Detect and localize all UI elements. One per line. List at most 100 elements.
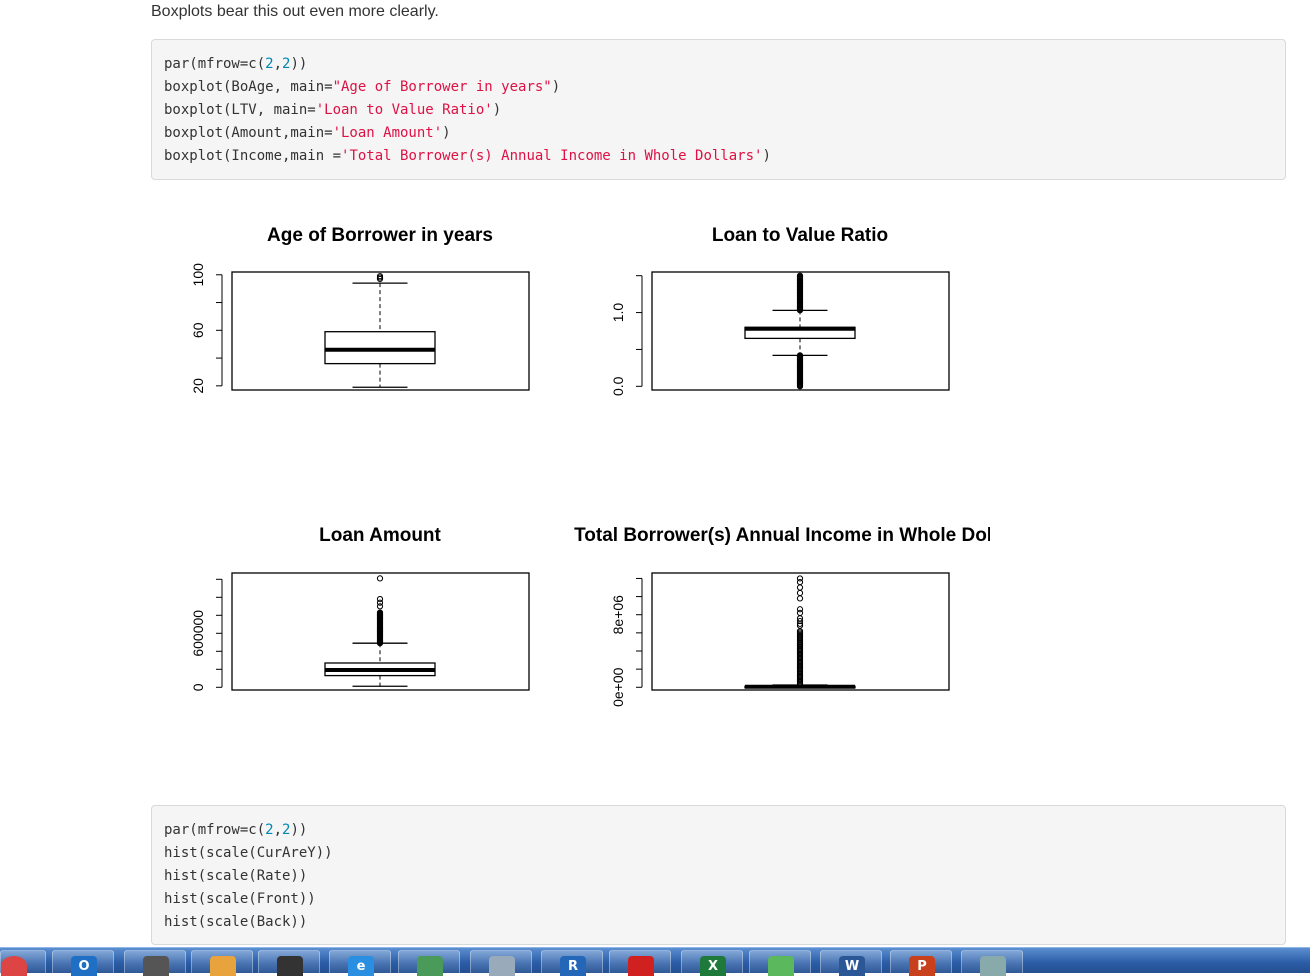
- outlier-point: [796, 589, 804, 597]
- microphone-taskbar-icon: [143, 956, 169, 976]
- plot-frame: [231, 572, 530, 691]
- code-token: ,: [273, 56, 283, 72]
- outlier-point: [796, 575, 804, 582]
- taskbar-button[interactable]: [749, 950, 811, 976]
- outlier-point: [376, 273, 384, 280]
- code-block-boxplots[interactable]: par(mfrow=c(2,2)) boxplot(BoAge, main="Ag…: [151, 39, 1286, 180]
- code2-line: hist(scale(Rate)): [164, 865, 1273, 888]
- r-taskbar-icon: R: [560, 956, 586, 976]
- taskbar-button[interactable]: [961, 950, 1023, 976]
- boxplot-figure: Age of Borrower in years 20 60 100 Loan to V…: [190, 225, 1010, 707]
- taskbar-button[interactable]: [398, 950, 460, 976]
- code-number: 2: [282, 822, 291, 838]
- powerpoint-taskbar-icon: P: [909, 956, 935, 976]
- chart-title: Loan Amount: [319, 525, 441, 546]
- code-number: 2: [265, 56, 274, 72]
- taskbar-button[interactable]: W: [820, 950, 882, 976]
- y-tick-label: 8e+06: [610, 595, 626, 635]
- code-number: 2: [265, 822, 274, 838]
- code1-line: boxplot(LTV, main='Loan to Value Ratio'): [164, 99, 1273, 122]
- outlier-point: [796, 606, 804, 613]
- wechat-taskbar-icon: [768, 956, 794, 976]
- taskbar-button[interactable]: [124, 950, 186, 976]
- y-tick-label: 20: [190, 378, 206, 394]
- code-token: )): [290, 56, 308, 72]
- acrobat-taskbar-icon: [628, 956, 654, 976]
- taskbar-button[interactable]: [258, 950, 320, 976]
- code-token: ,: [273, 822, 283, 838]
- y-tick-label: 0e+00: [610, 667, 626, 707]
- code-token: hist(scale(Back)): [164, 914, 308, 930]
- outlier-point: [796, 584, 804, 591]
- code-token: boxplot(LTV, main=: [164, 102, 316, 118]
- code-token: ): [551, 79, 561, 95]
- window-taskbar-icon: [980, 956, 1006, 976]
- outlier-point: [376, 603, 384, 610]
- taskbar-button[interactable]: P: [890, 950, 952, 976]
- taskbar-button[interactable]: [609, 950, 671, 976]
- notes-taskbar-icon: [489, 956, 515, 976]
- taskbar-button[interactable]: R: [541, 950, 603, 976]
- y-tick-label: 600000: [190, 610, 206, 657]
- code-token: boxplot(Amount,main=: [164, 125, 333, 141]
- code-string: 'Loan Amount': [332, 125, 443, 141]
- taskbar-button[interactable]: [470, 950, 532, 976]
- code-token: boxplot(Income,main =: [164, 148, 342, 164]
- outlier-point: [376, 575, 384, 582]
- code-token: hist(scale(Front)): [164, 891, 316, 907]
- outlier-point: [796, 578, 804, 586]
- outlook-taskbar-icon: O: [71, 956, 97, 976]
- code1-line: boxplot(Amount,main='Loan Amount'): [164, 122, 1273, 145]
- outlier-point: [376, 599, 384, 606]
- chart-title: Total Borrower(s) Annual Income in Whole…: [574, 525, 1010, 546]
- code-string: 'Loan to Value Ratio': [315, 102, 493, 118]
- excel-taskbar-icon: X: [700, 956, 726, 976]
- y-tick-label: 100: [190, 263, 206, 287]
- code-token: ): [492, 102, 502, 118]
- code-string: "Age of Borrower in years": [332, 79, 552, 95]
- code2-line: hist(scale(CurAreY)): [164, 842, 1273, 865]
- taskbar-button[interactable]: [0, 950, 46, 976]
- media-taskbar-icon: [210, 956, 236, 976]
- code-number: 2: [282, 56, 291, 72]
- outlier-point: [796, 595, 804, 602]
- code1-line: boxplot(BoAge, main="Age of Borrower in …: [164, 76, 1273, 99]
- outlier-point: [796, 272, 804, 279]
- outlier-point: [796, 609, 804, 617]
- taskbar-button[interactable]: [191, 950, 253, 976]
- word-taskbar-icon: W: [839, 956, 865, 976]
- y-tick-label: 0: [190, 683, 206, 691]
- outlier-point: [796, 627, 804, 635]
- code-token: par(mfrow=c(: [164, 56, 266, 72]
- network-taskbar-icon: [417, 956, 443, 976]
- y-tick-label: 1.0: [610, 303, 626, 323]
- code-block-histograms[interactable]: par(mfrow=c(2,2)) hist(scale(CurAreY)) his…: [151, 805, 1286, 945]
- code-token: boxplot(BoAge, main=: [164, 79, 333, 95]
- code-token: hist(scale(CurAreY)): [164, 845, 333, 861]
- y-tick-label: 60: [190, 322, 206, 338]
- taskbar-button[interactable]: X: [681, 950, 743, 976]
- code1-line: boxplot(Income,main ='Total Borrower(s) …: [164, 145, 1273, 168]
- ie-taskbar-icon: e: [348, 956, 374, 976]
- outlier-point: [796, 617, 804, 625]
- chart-title: Loan to Value Ratio: [712, 225, 888, 246]
- code2-line: hist(scale(Back)): [164, 911, 1273, 934]
- code2-line: par(mfrow=c(2,2)): [164, 819, 1273, 842]
- code-token: par(mfrow=c(: [164, 822, 266, 838]
- code-token: ): [762, 148, 771, 164]
- y-tick-label: 0.0: [610, 376, 626, 396]
- code-token: ): [442, 125, 451, 141]
- outlier-point: [376, 609, 384, 616]
- taskbar-button[interactable]: e: [329, 950, 391, 976]
- plot-frame: [651, 572, 950, 691]
- code2-line: hist(scale(Front)): [164, 888, 1273, 911]
- taskbar-button[interactable]: O: [52, 950, 114, 976]
- code-token: hist(scale(Rate)): [164, 868, 308, 884]
- plot-frame: [231, 271, 530, 391]
- outlier-point: [376, 596, 384, 603]
- intro-text: Boxplots bear this out even more clearly…: [151, 3, 439, 20]
- code-string: 'Total Borrower(s) Annual Income in Whol…: [341, 148, 763, 164]
- chrome-taskbar-icon: [1, 956, 27, 976]
- outlier-point: [796, 352, 804, 359]
